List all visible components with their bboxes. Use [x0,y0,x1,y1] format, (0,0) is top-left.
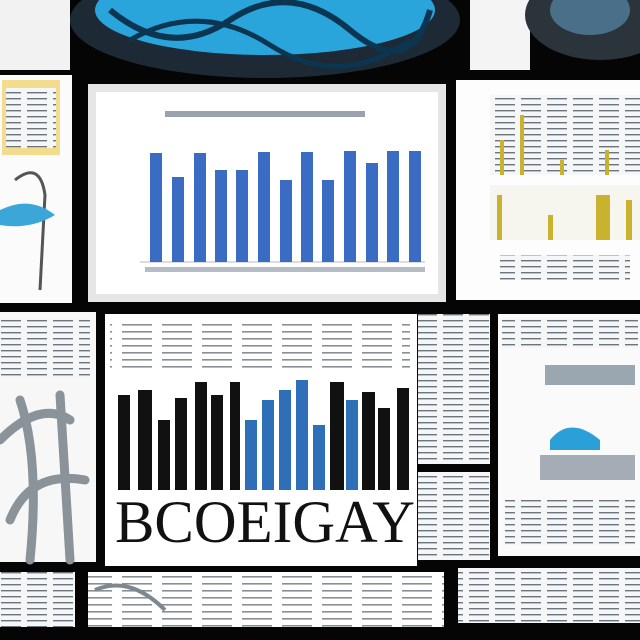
right-chart-panel [456,80,640,300]
shape [505,500,635,545]
illustration [128,18,412,69]
shape [322,180,334,262]
shape [605,150,609,175]
shape [497,195,502,240]
left-branch-image [0,312,96,565]
shape [378,408,390,490]
shape [280,180,292,262]
shape [502,318,638,348]
shape [215,170,227,262]
illustration [150,151,421,262]
shape [262,400,274,490]
shape [500,140,504,175]
shape [279,390,291,490]
shape [418,472,490,560]
shape [500,255,630,280]
shape [366,163,378,262]
shape [6,88,56,148]
shape [0,318,90,378]
shape [490,95,640,175]
shape [313,425,325,490]
shape [88,572,444,627]
illustration [118,382,409,490]
illustration [550,0,630,35]
shape [158,420,170,490]
shape [418,314,490,464]
bar-chart-panel [88,84,446,302]
shape [458,568,640,623]
shape [138,390,152,490]
top-images [0,0,640,78]
illustration [550,427,600,450]
shape [470,0,530,70]
shape [211,395,223,490]
illustration [245,380,358,490]
shape [150,153,162,262]
illustration [0,390,90,565]
documents [418,314,640,560]
shape [344,151,356,262]
illustration [94,583,167,612]
shape [145,267,425,272]
illustration [95,0,435,55]
illustration [108,0,433,54]
shape [545,365,635,385]
shape [172,177,184,262]
left-infographic [0,75,72,303]
shape [195,382,207,490]
shape [626,200,632,240]
shape [387,151,399,262]
shape [245,420,257,490]
shape [0,0,70,70]
shape [110,320,410,370]
shape [548,215,553,240]
shape [520,115,524,175]
shape [296,380,308,490]
shape [346,400,358,490]
shape [118,395,130,490]
shape [230,382,240,490]
bottom-documents [0,568,640,627]
shape [236,170,248,262]
illustration [0,203,55,227]
shape [540,455,635,480]
shape [0,572,75,627]
shape [194,153,206,262]
headline-panel: BCOEIGAY [105,314,417,566]
shape [362,392,375,490]
shape [175,398,187,490]
illustration [497,115,632,240]
illustration [14,171,47,291]
shape [330,382,344,490]
headline: BCOEIGAY [115,489,415,555]
shape [165,111,365,117]
shape [490,185,640,240]
shape [560,160,564,175]
shape [397,388,409,490]
shape [596,195,610,240]
shape [301,152,313,262]
shape [409,151,421,262]
shape [258,152,270,262]
